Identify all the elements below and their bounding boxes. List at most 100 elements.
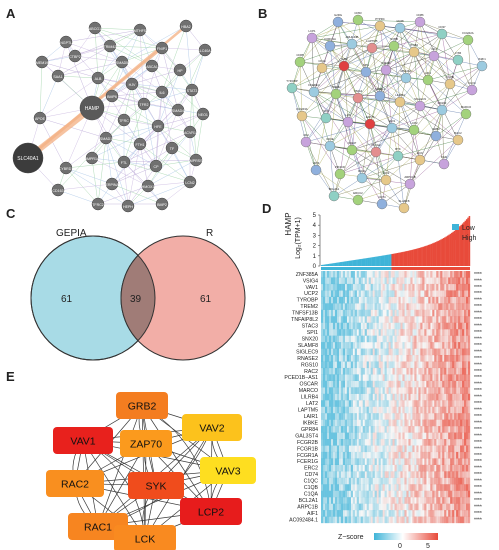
heatmap-cell (430, 361, 433, 369)
heatmap-cell (406, 510, 408, 517)
heatmap-cell (402, 342, 405, 349)
heatmap-expression-bar (425, 245, 427, 266)
heatmap-significance-mark: **** (474, 324, 482, 330)
heatmap-expression-bar (404, 251, 407, 266)
heatmap-cell (395, 361, 397, 368)
heatmap-cell (358, 361, 361, 369)
heatmap-cell (414, 516, 417, 524)
heatmap-cell (466, 348, 469, 356)
heatmap-cell (446, 458, 449, 465)
network-a-node: SMAD4 (171, 103, 185, 117)
network-a-node-circle (155, 41, 169, 55)
heatmap-cell (460, 335, 463, 343)
heatmap-cell (363, 316, 365, 323)
heatmap-cell (406, 497, 409, 504)
heatmap-cell (442, 355, 445, 362)
heatmap-cell (430, 490, 433, 498)
heatmap-cell (454, 380, 457, 388)
heatmap-cell (436, 303, 439, 310)
heatmap-cell (400, 380, 403, 388)
heatmap-cell (370, 451, 373, 459)
network-b-node: CYBB (388, 37, 400, 52)
heatmap-cell (410, 380, 413, 388)
heatmap-cell (328, 464, 332, 472)
network-b-edge (393, 21, 421, 47)
heatmap-cell (418, 445, 420, 452)
heatmap-cell (340, 316, 344, 323)
heatmap-cell (358, 439, 361, 446)
heatmap-cell (434, 380, 437, 388)
heatmap-cell (396, 309, 399, 317)
network-b-edge (385, 69, 421, 107)
heatmap-cell (458, 367, 461, 375)
heatmap-cell (394, 355, 397, 362)
heatmap-cell (454, 303, 457, 310)
heatmap-cell (330, 484, 334, 491)
network-a-node-circle (133, 23, 147, 37)
heatmap-cell (456, 277, 459, 285)
heatmap-cell (358, 451, 361, 459)
heatmap-cell (384, 490, 387, 498)
network-b-node-label: ITGB2 (410, 43, 419, 47)
heatmap-cell (450, 451, 453, 459)
heatmap-cell (384, 348, 387, 356)
network-b-node-label: BCL2A1 (329, 187, 340, 191)
heatmap-cell (344, 387, 347, 394)
heatmap-cell (432, 335, 435, 343)
heatmap-cell (352, 432, 355, 440)
heatmap-gene-label: BCL2A1 (299, 498, 318, 504)
heatmap-cell (324, 426, 328, 433)
heatmap-cell (322, 322, 326, 330)
heatmap-significance-mark: **** (474, 517, 482, 523)
heatmap-cell (410, 503, 413, 511)
network-b-edge (433, 39, 469, 57)
heatmap-cell (394, 329, 397, 336)
network-a-node: TRIM42 (104, 39, 116, 53)
heatmap-cell (366, 464, 369, 472)
heatmap-cell (458, 303, 461, 310)
heatmap-cell (402, 439, 405, 446)
heatmap-cell (366, 497, 369, 504)
heatmap-cell (346, 516, 349, 524)
heatmap-cell (442, 348, 445, 356)
heatmap-cell (324, 484, 328, 491)
heatmap-cell (436, 335, 439, 343)
hub-gene-node-box (46, 470, 104, 497)
heatmap-cell (392, 322, 395, 330)
heatmap-cell (368, 497, 371, 504)
heatmap-cell (381, 426, 383, 433)
heatmap-cell (444, 458, 447, 465)
heatmap-cell (370, 277, 373, 285)
heatmap-cell (390, 497, 393, 504)
heatmap-cell (402, 309, 405, 317)
heatmap-cell (360, 329, 363, 336)
heatmap-cell (424, 497, 427, 504)
heatmap-cell (326, 471, 330, 478)
heatmap-gene-label: LAPTM5 (298, 408, 318, 414)
heatmap-cell (334, 374, 338, 381)
heatmap-cell (348, 445, 351, 453)
network-b-node: RAC2 (452, 131, 464, 146)
heatmap-cell (444, 387, 447, 394)
heatmap-cell (458, 413, 461, 420)
heatmap-cell (384, 419, 387, 427)
heatmap-cell (326, 316, 330, 323)
heatmap-cell (392, 387, 395, 394)
heatmap-gene-label: VSIG4 (303, 278, 318, 284)
heatmap-cell (438, 510, 441, 517)
network-b-node-circle (308, 86, 320, 98)
heatmap-cell (394, 322, 397, 330)
heatmap-cell (414, 322, 417, 330)
heatmap-cell (376, 451, 379, 459)
heatmap-cell (344, 316, 347, 323)
heatmap-cell (378, 361, 381, 369)
network-b-edge (301, 93, 337, 117)
heatmap-cell (326, 510, 330, 517)
network-b-node: ZAP70 (364, 115, 376, 130)
heatmap-cell (458, 419, 461, 427)
heatmap-cell (446, 290, 449, 297)
heatmap-cell (416, 503, 419, 511)
network-b-node-circle (436, 104, 448, 116)
heatmap-cell (352, 329, 355, 336)
heatmap-cell (354, 419, 357, 427)
